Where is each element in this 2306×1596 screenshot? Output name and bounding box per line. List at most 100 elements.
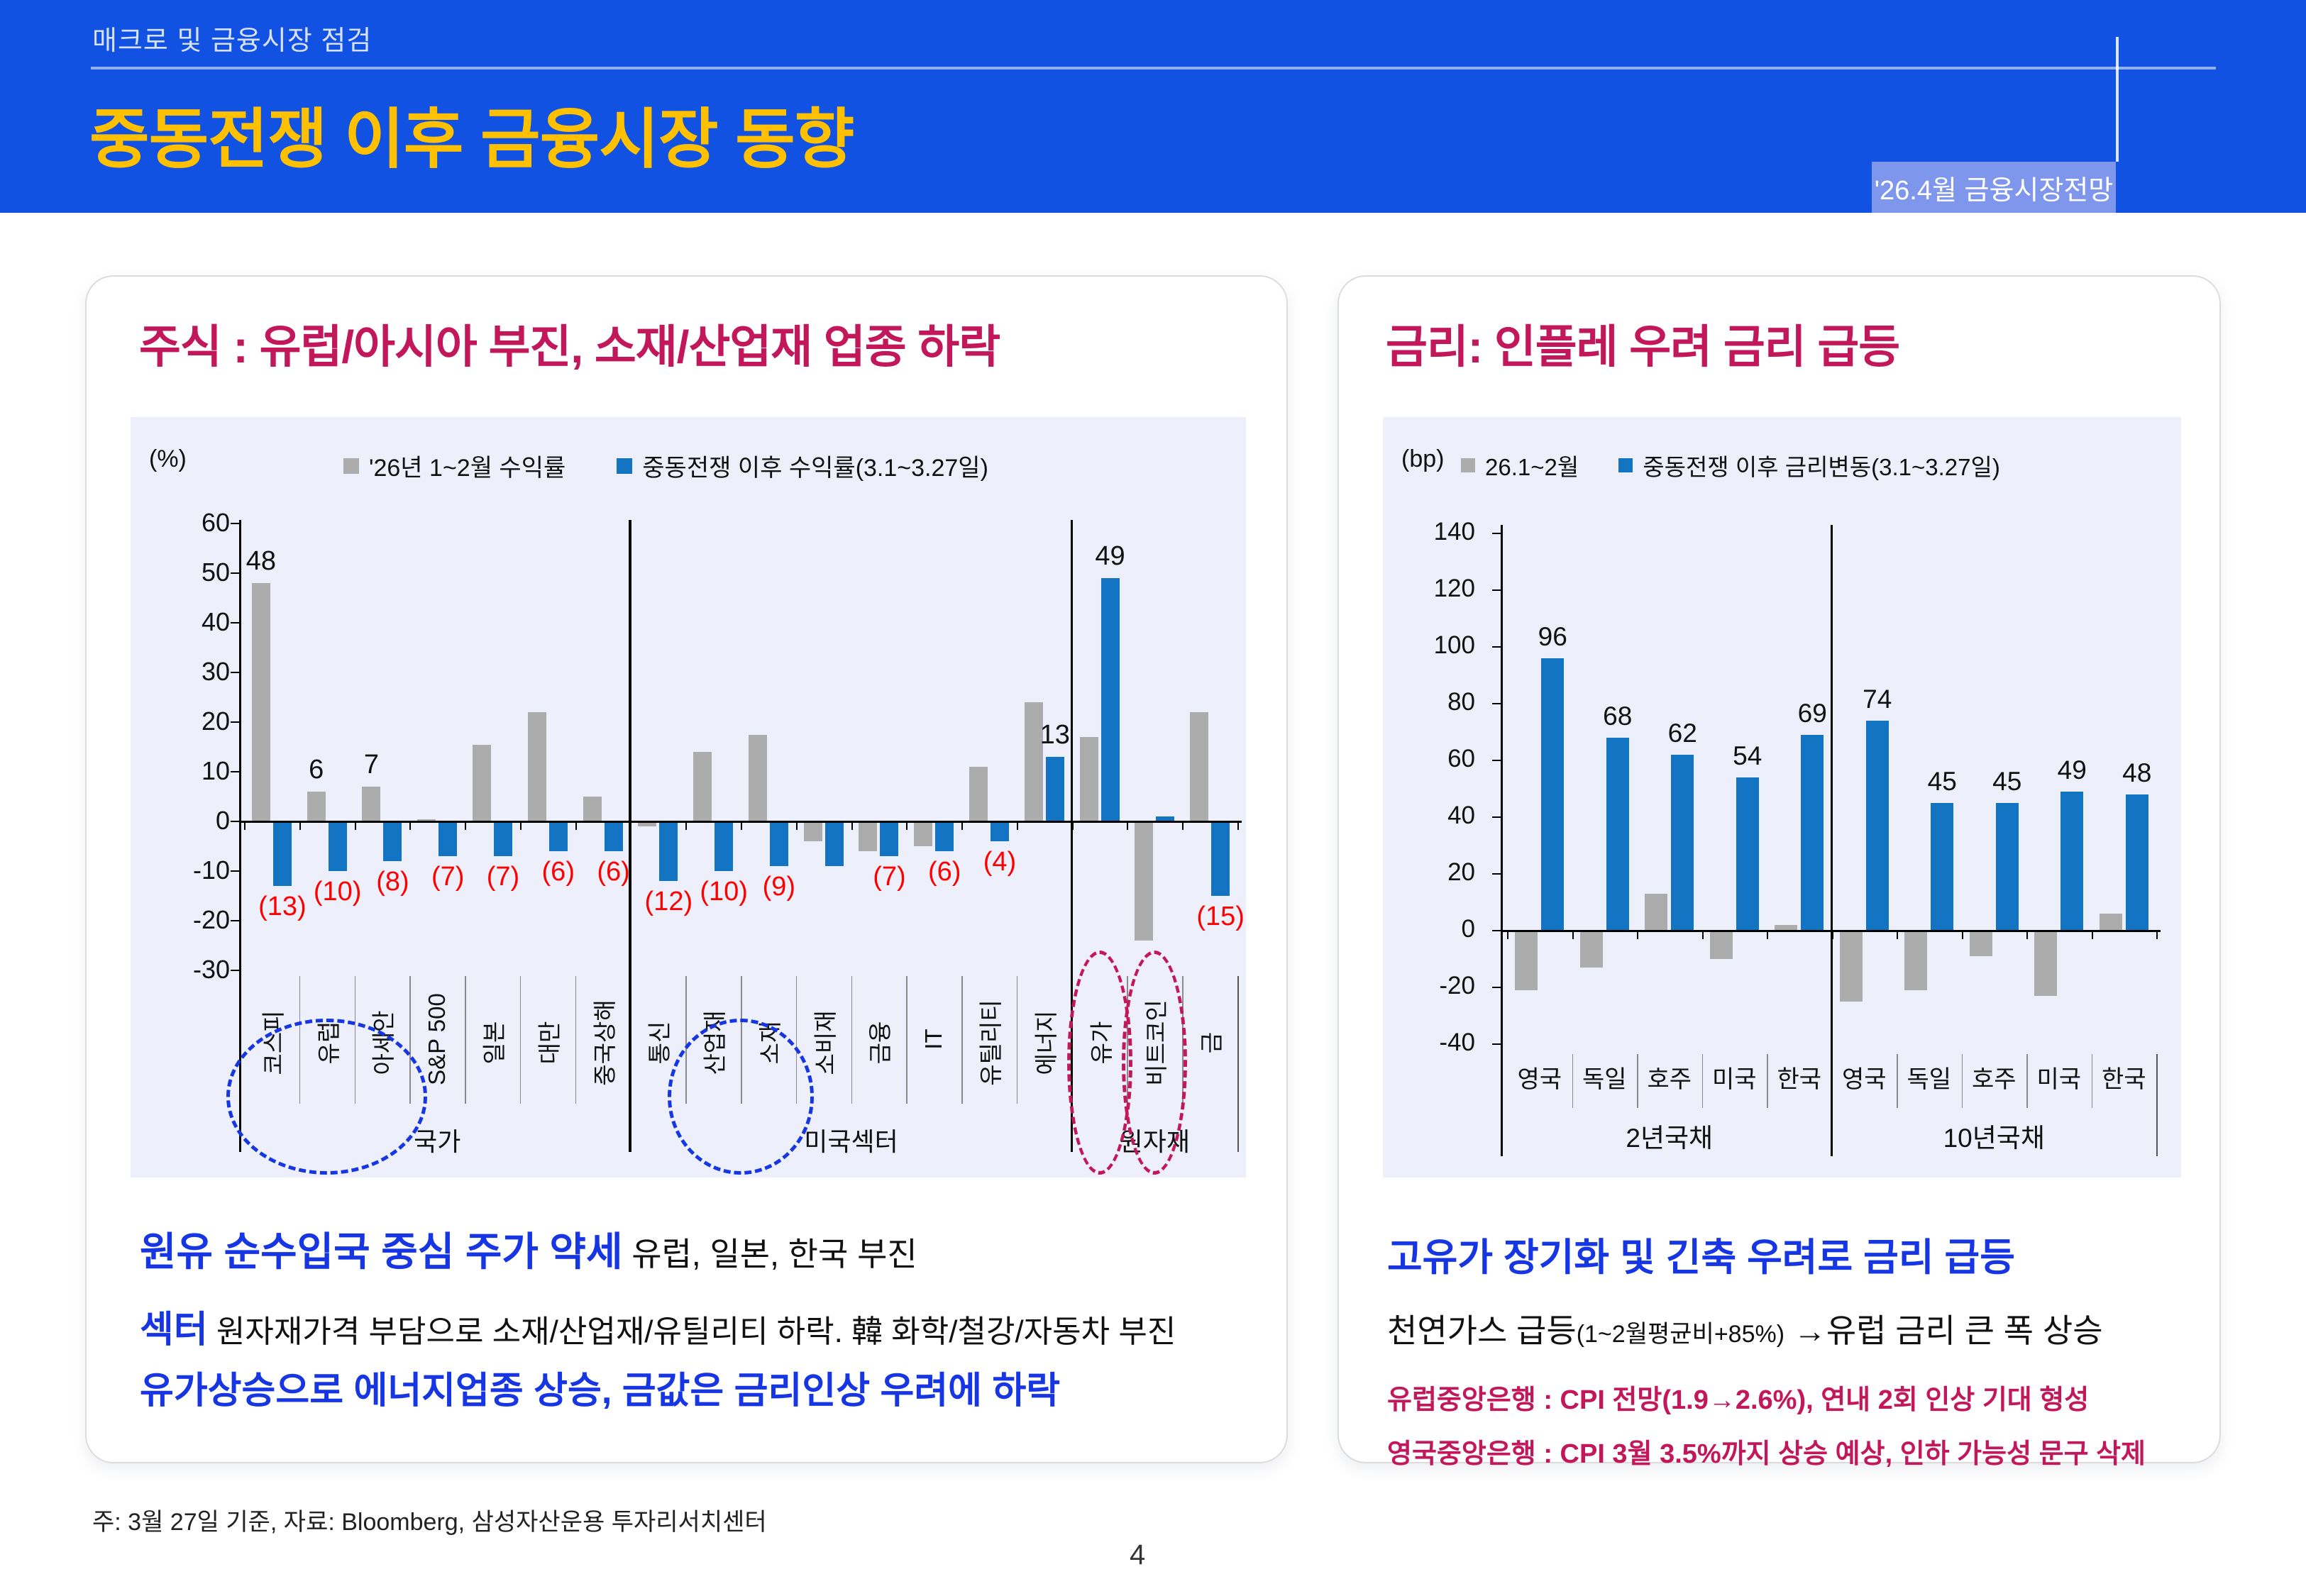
bar-prev-period xyxy=(307,792,326,821)
category-separator-line xyxy=(1767,1054,1768,1108)
y-axis-tick xyxy=(231,523,239,524)
bar-prev-period xyxy=(473,744,491,821)
bar-post-war xyxy=(991,821,1009,841)
y-axis-tick xyxy=(231,920,239,921)
bar-value-label: 48 xyxy=(2122,758,2152,787)
bar-value-label: (9) xyxy=(762,872,796,902)
bar-prev-period xyxy=(969,767,988,821)
category-label: 금 xyxy=(1198,1031,1225,1054)
category-label: 유틸리티 xyxy=(978,999,1004,1086)
y-axis-tick xyxy=(1492,703,1501,704)
legend-item-gray: 26.1~2월 xyxy=(1461,448,1579,482)
bar-prev-period xyxy=(527,712,546,821)
bar-value-label: 49 xyxy=(2057,755,2087,785)
rates-panel: 금리: 인플레 우려 금리 급등 (bp) 26.1~2월 중동전쟁 이후 금리… xyxy=(1337,275,2221,1469)
category-separator-line xyxy=(851,976,853,1104)
category-label: 영국 xyxy=(1841,1066,1887,1093)
category-label: 에너지 xyxy=(1032,1010,1059,1075)
y-axis-tick xyxy=(231,771,239,772)
highlight-ellipse-blue xyxy=(226,1019,428,1175)
x-axis-tick xyxy=(1507,931,1508,939)
bar-post-war xyxy=(1931,803,1954,931)
category-label: 한국 xyxy=(2101,1066,2146,1093)
group-label: 10년국채 xyxy=(1943,1124,2045,1153)
x-axis-tick xyxy=(2156,931,2158,939)
bar-post-war xyxy=(1156,816,1175,821)
report-badge: '26.4월 금융시장전망 xyxy=(1872,162,2116,213)
y-axis-tick-label: 10 xyxy=(201,756,230,785)
y-axis-tick-label: 100 xyxy=(1433,631,1475,659)
bar-value-label: 74 xyxy=(1863,685,1892,714)
note-small-text: (1~2월평균비+85%) xyxy=(1576,1321,1785,1348)
x-axis-tick xyxy=(299,821,301,830)
bar-prev-period xyxy=(1645,894,1668,931)
x-axis-tick xyxy=(906,821,908,830)
y-axis-line xyxy=(1501,525,1503,1156)
bar-post-war xyxy=(715,821,734,871)
y-axis-tick-label: 80 xyxy=(1447,688,1475,716)
bar-prev-period xyxy=(1135,821,1154,941)
bar-prev-period xyxy=(748,734,767,821)
group-divider-line xyxy=(1830,525,1833,1156)
rates-note-3: 유럽중앙은행 : CPI 전망(1.9→2.6%), 연내 2회 인상 기대 형… xyxy=(1387,1385,2090,1415)
y-axis-tick-label: 60 xyxy=(201,508,230,537)
rates-note-1: 고유가 장기화 및 긴축 우려로 금리 급등 xyxy=(1387,1236,2015,1279)
plot-right-edge-line xyxy=(2156,1054,2158,1156)
category-separator-line xyxy=(1961,1054,1963,1108)
bar-value-label: (7) xyxy=(486,862,520,892)
x-axis-tick xyxy=(354,821,356,830)
group-label: 미국섹터 xyxy=(804,1127,898,1156)
x-axis-tick xyxy=(1127,821,1129,830)
group-divider-line xyxy=(629,520,631,1152)
bar-value-label: (13) xyxy=(258,892,307,921)
bar-value-label: 48 xyxy=(246,546,277,576)
note-highlight: 원유 순수입국 중심 주가 약세 xyxy=(140,1229,623,1274)
y-axis-tick xyxy=(1492,760,1501,761)
bar-value-label: 49 xyxy=(1095,541,1125,571)
x-axis-tick xyxy=(1637,931,1638,939)
bar-prev-period xyxy=(803,821,822,841)
plot-right-edge-line xyxy=(1237,976,1239,1152)
bar-post-war xyxy=(824,821,844,866)
gray-swatch-icon xyxy=(343,458,359,474)
category-label: S&P 500 xyxy=(424,993,451,1085)
x-axis-tick xyxy=(1701,931,1704,939)
bar-value-label: 7 xyxy=(363,750,379,780)
category-separator-line xyxy=(1701,1054,1703,1108)
highlight-ellipse-blue xyxy=(668,1019,814,1175)
note-text: →유럽 금리 큰 폭 상승 xyxy=(1784,1312,2103,1349)
bar-prev-period xyxy=(1190,712,1209,821)
bar-value-label: (10) xyxy=(313,877,362,907)
y-axis-tick-label: -20 xyxy=(192,905,230,934)
y-axis-tick xyxy=(231,721,239,723)
group-label: 국가 xyxy=(414,1127,461,1156)
bar-post-war xyxy=(880,821,899,856)
category-label: 한국 xyxy=(1777,1066,1822,1093)
bar-prev-period xyxy=(859,821,878,851)
category-separator-line xyxy=(465,976,466,1104)
stocks-legend: '26년 1~2월 수익률 중동전쟁 이후 수익률(3.1~3.27일) xyxy=(343,448,988,483)
bar-post-war xyxy=(1736,777,1759,931)
bar-prev-period xyxy=(1079,737,1098,821)
x-axis-tick xyxy=(1572,931,1574,939)
category-label: 중국상해 xyxy=(591,999,618,1086)
category-separator-line xyxy=(685,976,687,1104)
bar-post-war xyxy=(659,821,678,881)
category-separator-line xyxy=(961,976,963,1104)
category-label: 미국 xyxy=(2036,1066,2082,1093)
category-label: 독일 xyxy=(1582,1066,1627,1093)
stocks-note-3: 유가상승으로 에너지업종 상승, 금값은 금리인상 우려에 하락 xyxy=(140,1361,1060,1414)
bar-value-label: 13 xyxy=(1039,720,1070,750)
x-axis-zero-line xyxy=(239,820,1242,823)
bar-post-war xyxy=(1045,757,1064,821)
bar-post-war xyxy=(548,821,568,851)
rates-note-2: 천연가스 급등(1~2월평균비+85%) →유럽 금리 큰 폭 상승 xyxy=(1387,1305,2103,1352)
x-axis-tick xyxy=(1961,931,1963,939)
rates-panel-title: 금리: 인플레 우려 금리 급등 xyxy=(1386,321,1900,372)
y-axis-tick xyxy=(231,970,239,971)
category-label: IT xyxy=(920,1029,947,1050)
bar-value-label: (12) xyxy=(644,887,693,916)
note-text: 원자재가격 부담으로 소재/산업재/유틸리티 하락. 韓 화학/철강/자동차 부… xyxy=(207,1314,1176,1349)
note-highlight: 유가상승으로 에너지업종 상승, 금값은 금리인상 우려에 하락 xyxy=(140,1370,1061,1412)
y-axis-tick xyxy=(1492,873,1501,875)
